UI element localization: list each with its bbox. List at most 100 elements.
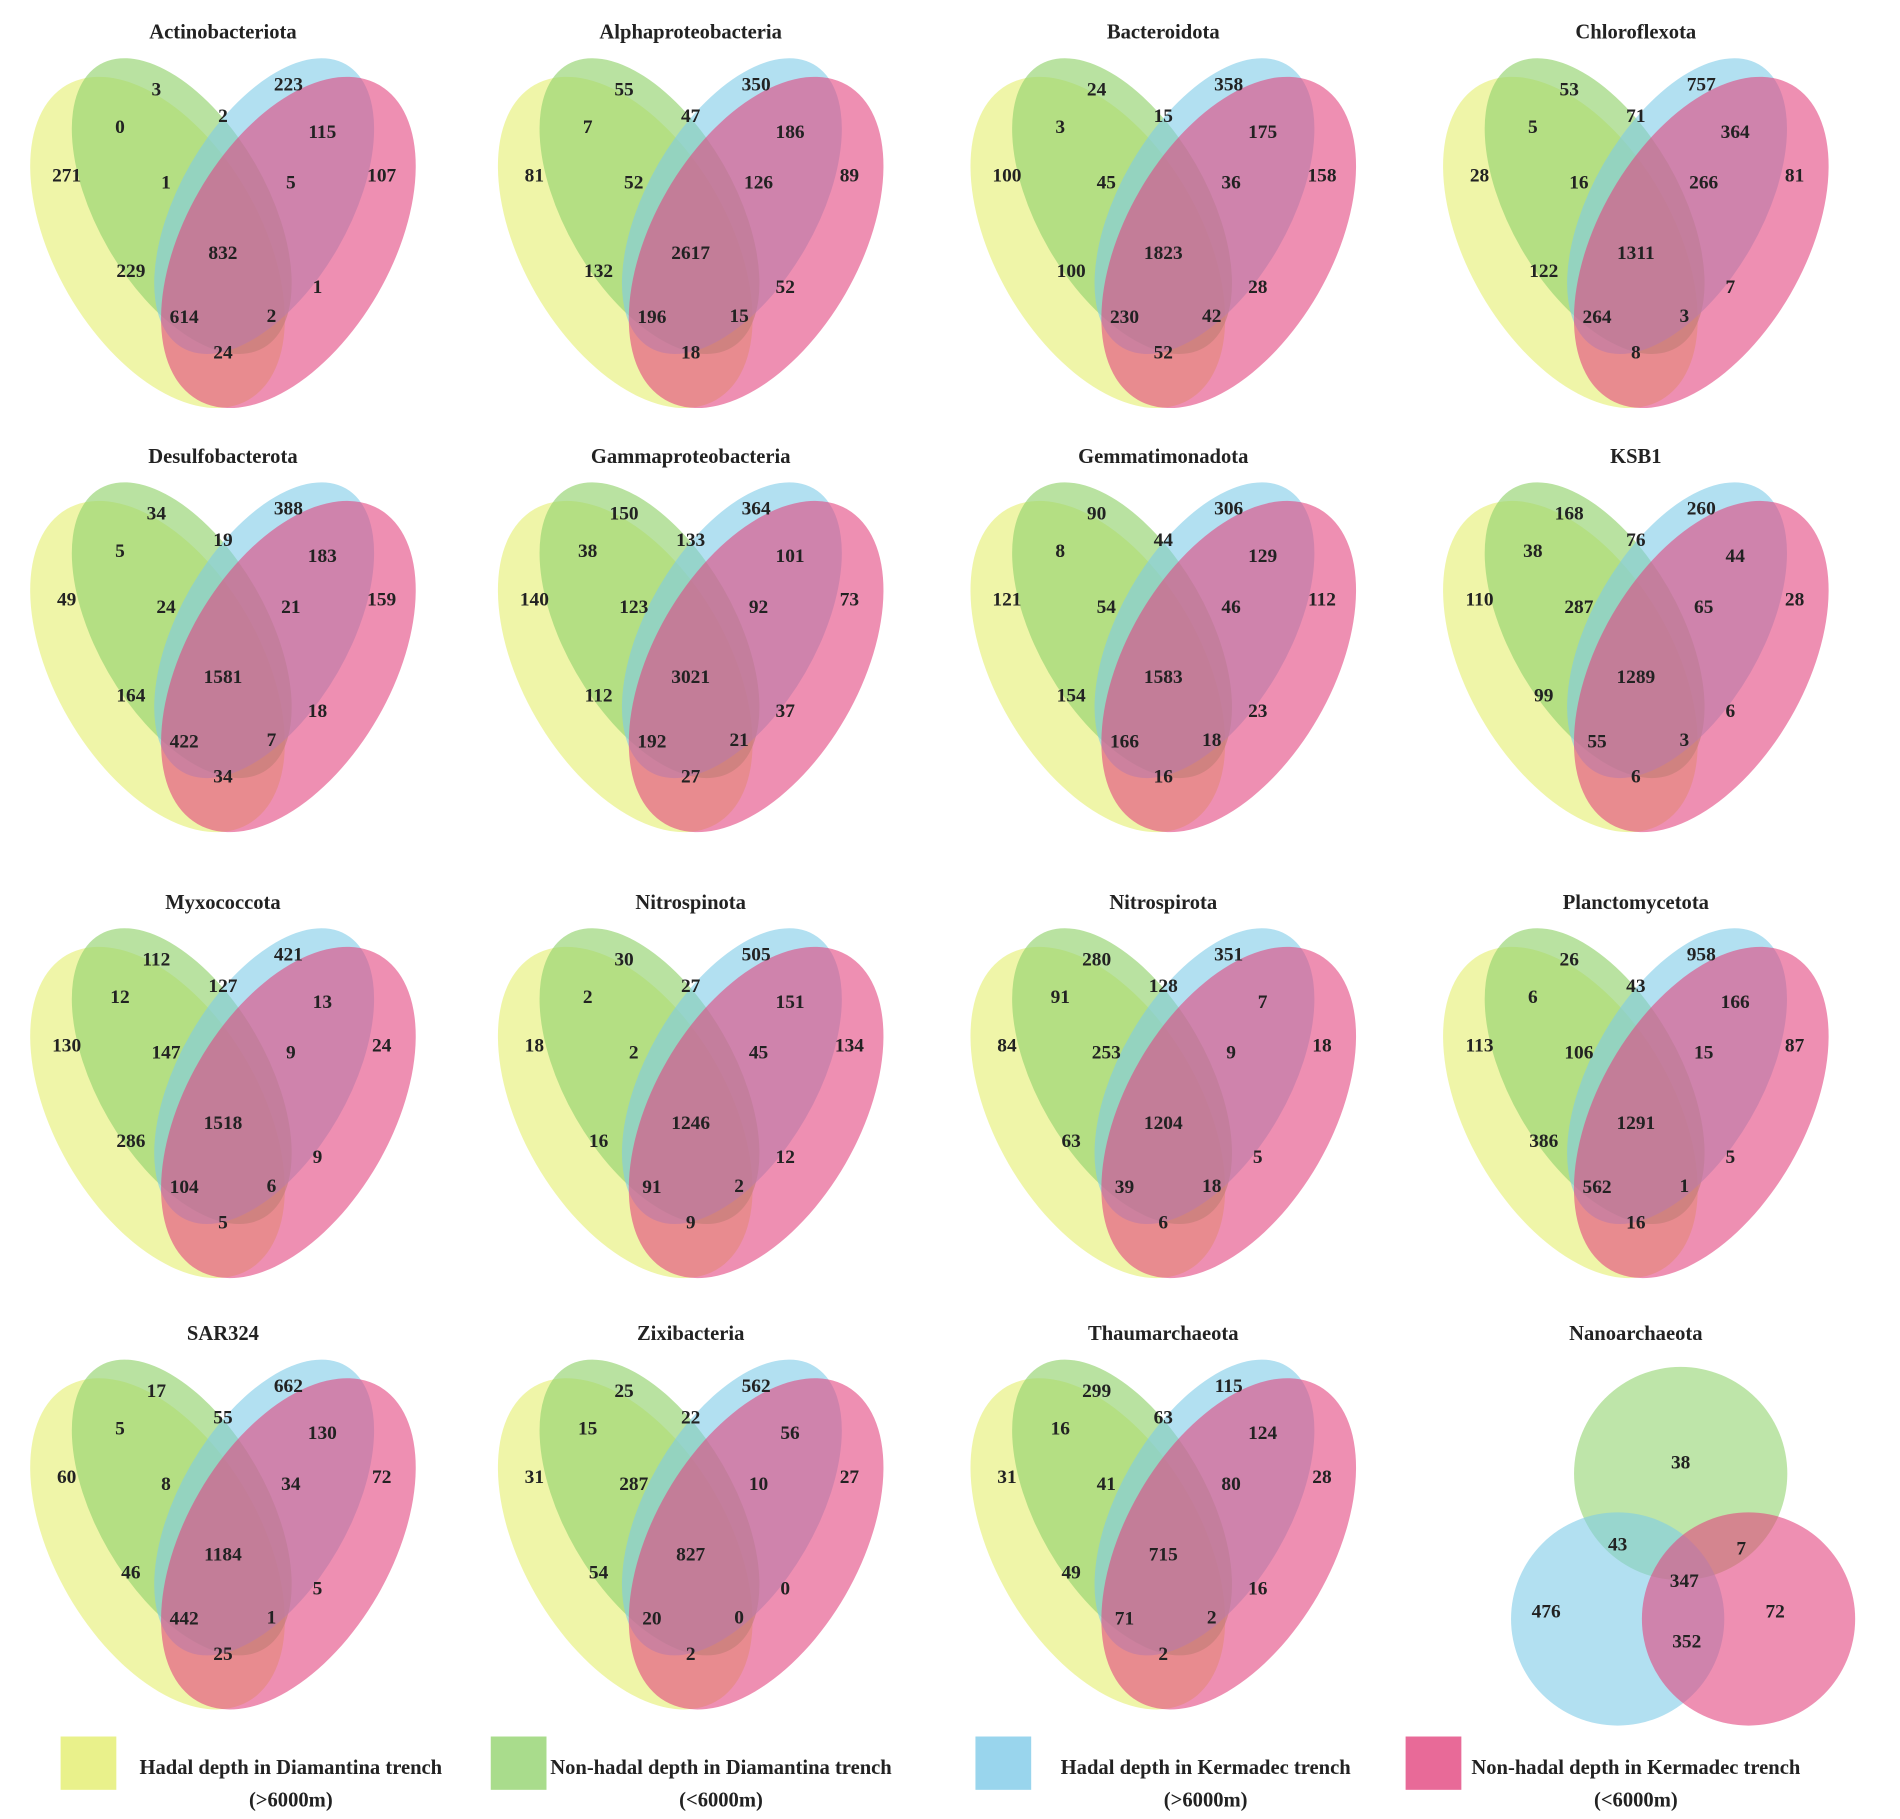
- region-count: 81: [1785, 165, 1804, 186]
- set-ellipse: [1101, 1378, 1357, 1710]
- region-count: 5: [313, 1578, 323, 1599]
- region-count: 10: [749, 1474, 768, 1495]
- region-count: 260: [1687, 499, 1716, 520]
- region-count: 287: [619, 1474, 648, 1495]
- set-ellipse: [161, 500, 416, 833]
- region-count: 358: [1214, 75, 1243, 96]
- region-count: 3: [1055, 117, 1065, 138]
- region-count: 52: [776, 277, 795, 298]
- region-count: 63: [1154, 1407, 1174, 1428]
- region-count: 112: [585, 685, 613, 706]
- region-count: 38: [1523, 541, 1543, 562]
- region-count: 100: [1057, 261, 1086, 282]
- region-count: 266: [1689, 173, 1718, 194]
- region-count: 958: [1687, 945, 1716, 966]
- region-count: 299: [1082, 1381, 1111, 1402]
- region-count: 223: [274, 75, 303, 96]
- panel-title: Nitrospirota: [1109, 892, 1217, 914]
- region-count: 2: [583, 987, 593, 1008]
- panel-title: Gammaproteobacteria: [591, 446, 791, 468]
- set-ellipse: [1573, 946, 1829, 1279]
- set-ellipse: [628, 500, 884, 833]
- region-count: 16: [1154, 766, 1174, 787]
- region-count: 6: [267, 1176, 277, 1197]
- region-count: 9: [286, 1043, 296, 1064]
- region-count: 122: [1529, 261, 1558, 282]
- region-count: 132: [584, 261, 613, 282]
- region-count: 37: [776, 701, 796, 722]
- region-count: 121: [992, 590, 1021, 611]
- region-count: 26: [1560, 949, 1580, 970]
- venn-panel: Nitrospinota 18 30 505 134 2 27 151 2 45 1246 16 12 9…: [497, 892, 884, 1279]
- region-count: 166: [1110, 731, 1139, 752]
- region-count: 13: [313, 992, 333, 1013]
- legend-label: (>6000m): [249, 1790, 333, 1812]
- region-count: 16: [1051, 1418, 1071, 1439]
- region-count: 112: [142, 949, 170, 970]
- region-count: 113: [1466, 1035, 1494, 1056]
- region-count: 20: [642, 1609, 661, 1630]
- region-count: 421: [274, 945, 303, 966]
- region-count: 24: [213, 342, 233, 363]
- region-count: 55: [1587, 731, 1606, 752]
- region-count: 18: [1202, 1176, 1222, 1197]
- region-count: 8: [161, 1474, 171, 1495]
- region-count: 1311: [1617, 243, 1655, 264]
- region-count: 1291: [1616, 1113, 1655, 1134]
- region-count: 5: [1528, 117, 1538, 138]
- region-count: 81: [525, 165, 544, 186]
- region-count: 9: [313, 1147, 323, 1168]
- panel-title: Nitrospinota: [635, 892, 746, 914]
- venn-panel: Chloroflexota 28 53 757 81 5 71 364 16 266 1311 122…: [1443, 22, 1829, 409]
- region-count: 9: [1226, 1043, 1236, 1064]
- panel-title: Alphaproteobacteria: [599, 22, 782, 44]
- region-count: 2: [1158, 1644, 1168, 1665]
- region-count: 351: [1214, 945, 1243, 966]
- region-count: 71: [1626, 106, 1645, 127]
- region-count: 3: [1679, 730, 1689, 751]
- region-count: 5: [218, 1212, 228, 1233]
- region-count: 1581: [204, 667, 243, 688]
- region-count: 5: [1253, 1147, 1263, 1168]
- region-count: 106: [1564, 1043, 1593, 1064]
- region-count: 27: [840, 1467, 860, 1488]
- region-count: 2: [1207, 1607, 1217, 1628]
- region-count: 25: [213, 1644, 232, 1665]
- region-count: 364: [742, 499, 771, 520]
- region-count: 0: [734, 1607, 744, 1628]
- region-count: 229: [116, 261, 145, 282]
- region-count: 1289: [1616, 667, 1655, 688]
- set-ellipse: [1101, 500, 1357, 833]
- region-count: 56: [780, 1423, 800, 1444]
- region-count: 92: [749, 597, 768, 618]
- region-count: 614: [170, 307, 199, 328]
- region-count: 91: [1051, 987, 1070, 1008]
- region-count: 55: [213, 1407, 232, 1428]
- region-count: 90: [1087, 504, 1106, 525]
- region-count: 45: [1097, 173, 1116, 194]
- region-count: 28: [1312, 1467, 1332, 1488]
- set-ellipse: [1573, 76, 1829, 409]
- set-ellipse: [1101, 76, 1357, 409]
- region-count: 123: [619, 597, 648, 618]
- panel-title: Planctomycetota: [1563, 892, 1709, 914]
- region-count: 52: [624, 173, 643, 194]
- region-count: 164: [116, 685, 145, 706]
- set-ellipse: [628, 1378, 884, 1710]
- legend-label: (<6000m): [1594, 1790, 1678, 1812]
- region-count: 715: [1149, 1544, 1178, 1565]
- region-count: 1: [1679, 1176, 1689, 1197]
- region-count: 80: [1221, 1474, 1240, 1495]
- region-count: 18: [681, 342, 701, 363]
- region-count: 18: [525, 1035, 545, 1056]
- region-count: 476: [1532, 1601, 1561, 1622]
- region-count: 253: [1092, 1043, 1121, 1064]
- region-count: 2: [686, 1644, 696, 1665]
- region-count: 2: [218, 106, 228, 127]
- region-count: 54: [589, 1563, 609, 1584]
- region-count: 388: [274, 499, 303, 520]
- region-count: 60: [57, 1467, 76, 1488]
